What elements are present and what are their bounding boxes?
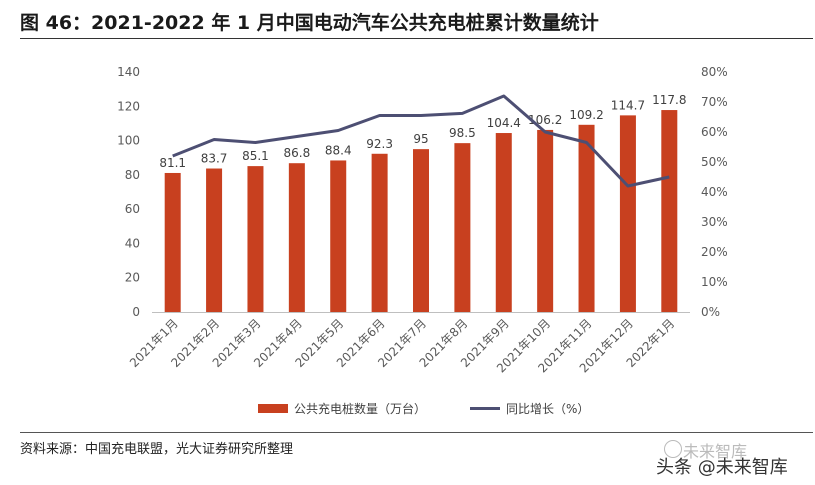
bar-series: [164, 110, 678, 312]
bar-data-label: 117.8: [652, 93, 686, 107]
bar-data-label: 98.5: [449, 126, 476, 140]
legend-bar-swatch: [258, 404, 288, 413]
left-tick-label: 100: [117, 134, 140, 148]
watermark-logo: [664, 440, 682, 458]
right-tick-label: 70%: [701, 95, 728, 109]
legend-bar-label: 公共充电桩数量（万台）: [294, 401, 426, 416]
source-rule: [20, 432, 813, 433]
right-tick-label: 10%: [701, 275, 728, 289]
left-tick-label: 60: [125, 202, 140, 216]
chart: 0 20 40 60 80 100 120 140 0% 10% 20% 30% 40% 50% 60% 7…: [117, 65, 728, 416]
bar-data-label: 81.1: [159, 156, 186, 170]
bar: [661, 110, 678, 312]
bar: [164, 172, 181, 312]
left-tick-label: 140: [117, 65, 140, 79]
bar-data-label: 88.4: [325, 143, 352, 157]
bar-data-label: 85.1: [242, 149, 269, 163]
right-tick-label: 40%: [701, 185, 728, 199]
left-tick-label: 0: [132, 305, 140, 319]
bar-data-label: 114.7: [611, 98, 645, 112]
legend: 公共充电桩数量（万台） 同比增长（%）: [258, 401, 589, 416]
bar-data-label: 92.3: [366, 137, 393, 151]
bar-data-label: 95: [413, 132, 428, 146]
bar: [330, 160, 347, 312]
bar: [578, 124, 595, 312]
right-axis: 0% 10% 20% 30% 40% 50% 60% 70% 80%: [701, 65, 728, 319]
source-note: 资料来源：中国充电联盟，光大证券研究所整理: [20, 442, 294, 457]
left-tick-label: 120: [117, 99, 140, 113]
growth-line: [172, 94, 670, 188]
x-axis-labels: 2021年1月2021年2月2021年3月2021年4月2021年5月2021年…: [127, 316, 677, 375]
figure-title: 图 46：2021-2022 年 1 月中国电动汽车公共充电桩累计数量统计: [20, 12, 599, 34]
bar: [247, 166, 264, 312]
bar: [619, 115, 636, 312]
left-tick-label: 40: [125, 236, 140, 250]
bar-data-label: 86.8: [283, 146, 310, 160]
right-tick-label: 80%: [701, 65, 728, 79]
left-tick-label: 20: [125, 271, 140, 285]
right-tick-label: 20%: [701, 245, 728, 259]
bar: [413, 149, 429, 312]
bar: [288, 163, 305, 312]
bar-data-label: 109.2: [569, 108, 603, 122]
right-tick-label: 50%: [701, 155, 728, 169]
bar: [206, 168, 223, 312]
watermark-text: 头条 @未来智库: [656, 457, 788, 478]
bar: [454, 143, 471, 312]
watermark-brand: 未来智库: [683, 442, 748, 461]
left-tick-label: 80: [125, 168, 140, 182]
bar-data-label: 83.7: [201, 152, 228, 166]
bar-data-label: 104.4: [487, 116, 521, 130]
left-axis: 0 20 40 60 80 100 120 140: [117, 65, 140, 319]
title-rule: [20, 38, 813, 39]
bar: [537, 129, 554, 312]
right-tick-label: 60%: [701, 125, 728, 139]
bar: [371, 153, 388, 312]
bar: [495, 133, 512, 312]
right-tick-label: 30%: [701, 215, 728, 229]
legend-line-label: 同比增长（%）: [506, 402, 589, 416]
right-tick-label: 0%: [701, 305, 720, 319]
